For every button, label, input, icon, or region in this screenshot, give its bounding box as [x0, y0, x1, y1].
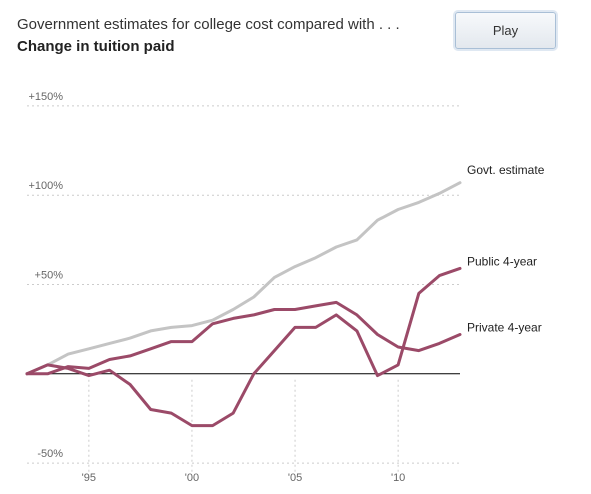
govt-estimate-label: Govt. estimate [467, 163, 545, 177]
public-4-year-label: Public 4-year [467, 254, 537, 268]
x-tick-label: '95 [82, 472, 96, 484]
govt-estimate-line [25, 181, 462, 376]
x-tick-label: '00 [185, 472, 199, 484]
y-tick-label: +50% [35, 270, 64, 282]
public-4-year-line [25, 300, 462, 376]
chart-subtitle: Change in tuition paid [17, 38, 175, 55]
x-tick-label: '05 [288, 472, 302, 484]
chart-title: Government estimates for college cost co… [17, 16, 400, 33]
private-4-year-line [25, 266, 462, 428]
play-button[interactable]: Play [455, 12, 556, 49]
label-layer: +150% +100% +50% -50% '95 '00 '05 '10 Govt. esti… [28, 91, 544, 484]
grid-layer [27, 105, 460, 472]
chart-header: Government estimates for college cost co… [17, 15, 442, 56]
series-layer [25, 181, 462, 428]
y-tick-label: +100% [28, 180, 63, 192]
y-tick-label: -50% [37, 448, 63, 460]
y-tick-label: +150% [28, 91, 63, 103]
x-tick-label: '10 [391, 472, 405, 484]
private-4-year-label: Private 4-year [467, 321, 542, 335]
